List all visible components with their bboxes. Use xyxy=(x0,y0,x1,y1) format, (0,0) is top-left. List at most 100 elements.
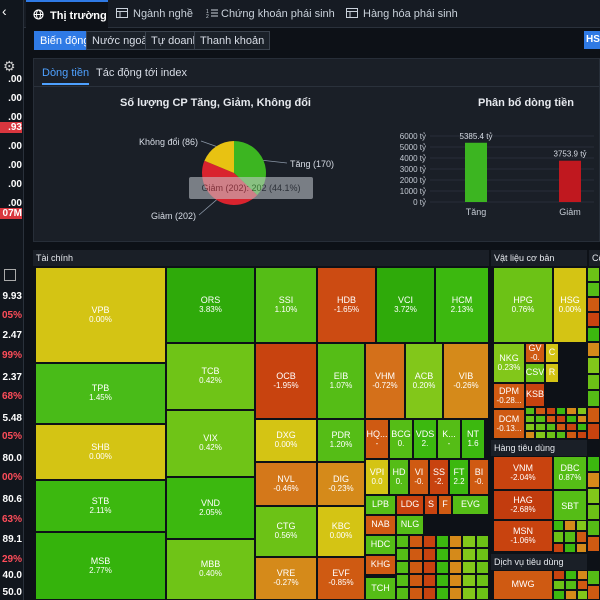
treemap-small-cell[interactable] xyxy=(566,407,577,415)
treemap-cell[interactable]: HPG 0.76% xyxy=(493,267,553,343)
treemap-small-cell[interactable] xyxy=(525,431,536,439)
treemap-cell[interactable]: VPI 0.0 xyxy=(365,459,389,495)
pie-slice[interactable] xyxy=(204,141,234,173)
treemap-cell[interactable]: LDG xyxy=(396,495,424,515)
treemap-cell[interactable]: CTG 0.56% xyxy=(255,506,317,557)
treemap-small-cell[interactable] xyxy=(564,590,577,600)
treemap-cell[interactable]: TCB 0.42% xyxy=(166,343,255,410)
treemap-small-cell[interactable] xyxy=(462,548,476,561)
treemap-cell[interactable]: DXG 0.00% xyxy=(255,419,317,462)
treemap-small-cell[interactable] xyxy=(566,431,577,439)
treemap-cell[interactable]: VDS 2. xyxy=(413,419,437,459)
subtab-thanh-khoan[interactable]: Thanh khoản xyxy=(194,31,271,50)
treemap-small-cell[interactable] xyxy=(449,535,463,548)
treemap-small-cell[interactable] xyxy=(435,574,450,587)
treemap-small-cell[interactable] xyxy=(587,488,600,504)
treemap-small-cell[interactable] xyxy=(545,415,556,423)
chevron-left-icon[interactable]: ‹ xyxy=(2,3,7,19)
treemap-small-cell[interactable] xyxy=(535,415,546,423)
treemap-cell[interactable]: EIB 1.07% xyxy=(317,343,365,419)
treemap-small-cell[interactable] xyxy=(553,520,565,532)
treemap-small-cell[interactable] xyxy=(587,536,600,552)
treemap-cell[interactable]: VHM -0.72% xyxy=(365,343,405,419)
treemap-small-cell[interactable] xyxy=(545,407,556,415)
treemap-cell[interactable]: DCM -0.13... xyxy=(493,409,525,439)
treemap-small-cell[interactable] xyxy=(553,531,565,543)
treemap-small-cell[interactable] xyxy=(475,548,489,561)
treemap-small-cell[interactable] xyxy=(587,267,600,282)
treemap-small-cell[interactable] xyxy=(587,504,600,520)
treemap-small-cell[interactable] xyxy=(449,548,463,561)
treemap-small-cell[interactable] xyxy=(556,431,567,439)
treemap-small-cell[interactable] xyxy=(553,570,565,580)
treemap-small-cell[interactable] xyxy=(576,423,587,431)
treemap-small-cell[interactable] xyxy=(587,472,600,488)
treemap-cell[interactable]: F xyxy=(438,495,452,515)
treemap-small-cell[interactable] xyxy=(587,456,600,472)
treemap-small-cell[interactable] xyxy=(396,574,410,587)
treemap-small-cell[interactable] xyxy=(587,520,600,536)
treemap-cell[interactable]: DIG -0.23% xyxy=(317,462,365,506)
treemap-small-cell[interactable] xyxy=(493,552,587,554)
treemap-small-cell[interactable] xyxy=(587,406,600,424)
treemap-cell[interactable]: NLG xyxy=(396,515,424,535)
treemap-small-cell[interactable] xyxy=(422,574,436,587)
treemap-small-cell[interactable] xyxy=(475,535,489,548)
treemap-small-cell[interactable] xyxy=(462,561,476,574)
treemap-cell[interactable]: ORS 3.83% xyxy=(166,267,255,343)
treemap-cell[interactable]: MWG xyxy=(493,570,553,600)
treemap-small-cell[interactable] xyxy=(587,423,600,440)
treemap-cell[interactable]: EVF -0.85% xyxy=(317,557,365,600)
treemap-small-cell[interactable] xyxy=(587,373,600,391)
treemap-small-cell[interactable] xyxy=(422,561,436,574)
treemap-cell[interactable]: VCI 3.72% xyxy=(376,267,435,343)
treemap-small-cell[interactable] xyxy=(396,535,410,548)
treemap-small-cell[interactable] xyxy=(535,407,546,415)
treemap-cell[interactable]: VI -0. xyxy=(409,459,429,495)
treemap-cell[interactable]: NVL -0.46% xyxy=(255,462,317,506)
treemap-small-cell[interactable] xyxy=(587,357,600,374)
treemap-small-cell[interactable] xyxy=(475,574,489,587)
treemap-cell[interactable]: KSB xyxy=(525,383,545,407)
treemap-small-cell[interactable] xyxy=(587,585,600,600)
treemap-cell[interactable]: TCH xyxy=(365,577,396,600)
treemap-cell[interactable]: VIX 0.42% xyxy=(166,410,255,477)
treemap-cell[interactable]: CSV xyxy=(525,363,545,383)
treemap-small-cell[interactable] xyxy=(587,342,600,357)
treemap-small-cell[interactable] xyxy=(564,520,576,532)
treemap-cell[interactable]: SBT xyxy=(553,490,587,524)
treemap-small-cell[interactable] xyxy=(396,548,410,561)
treemap-small-cell[interactable] xyxy=(435,548,450,561)
treemap-small-cell[interactable] xyxy=(525,423,536,431)
tab-thi-truong[interactable]: Thị trường xyxy=(26,0,108,28)
treemap-small-cell[interactable] xyxy=(553,590,565,600)
treemap-small-cell[interactable] xyxy=(409,587,423,600)
treemap-small-cell[interactable] xyxy=(545,423,556,431)
treemap-small-cell[interactable] xyxy=(462,587,476,600)
subtab-tu-doanh[interactable]: Tự doanh xyxy=(145,31,205,50)
treemap-cell[interactable]: C xyxy=(545,343,559,363)
treemap-small-cell[interactable] xyxy=(587,282,600,297)
treemap-cell[interactable]: EVG xyxy=(452,495,489,515)
treemap-small-cell[interactable] xyxy=(475,561,489,574)
treemap-cell[interactable]: HDB -1.65% xyxy=(317,267,376,343)
treemap-cell[interactable]: ACB 0.20% xyxy=(405,343,443,419)
treemap-small-cell[interactable] xyxy=(556,407,567,415)
treemap-small-cell[interactable] xyxy=(556,423,567,431)
treemap-cell[interactable]: OCB -1.95% xyxy=(255,343,317,419)
treemap-cell[interactable]: VIB -0.26% xyxy=(443,343,489,419)
treemap-small-cell[interactable] xyxy=(564,570,577,580)
tab-nganh-nghe[interactable]: Ngành nghề xyxy=(116,0,193,28)
treemap-small-cell[interactable] xyxy=(435,561,450,574)
treemap-cell[interactable]: HQ... - xyxy=(365,419,389,459)
treemap-small-cell[interactable] xyxy=(576,407,587,415)
exchange-select-button[interactable]: HSX xyxy=(584,31,600,49)
treemap-cell[interactable]: S xyxy=(424,495,438,515)
treemap-small-cell[interactable] xyxy=(435,535,450,548)
treemap-cell[interactable]: LPB xyxy=(365,495,396,515)
treemap-cell[interactable]: MSN -1.06% xyxy=(493,520,553,552)
treemap-cell[interactable]: PDR 1.20% xyxy=(317,419,365,462)
treemap-small-cell[interactable] xyxy=(587,297,600,312)
treemap-small-cell[interactable] xyxy=(396,561,410,574)
